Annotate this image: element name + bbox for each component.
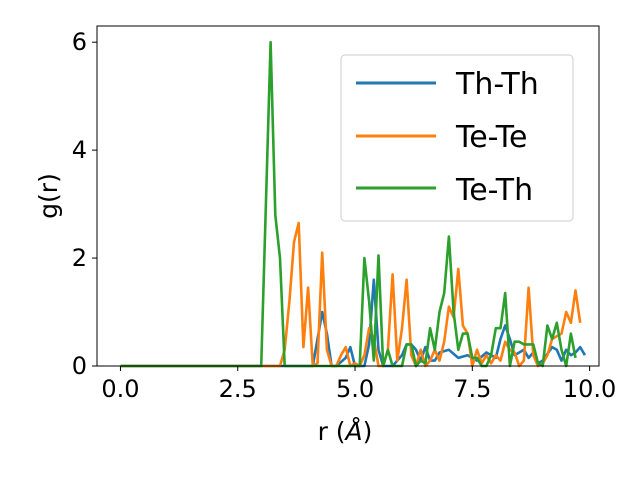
legend: Th-Th Te-Te Te-Th bbox=[340, 54, 574, 222]
ticks-layer: 0.0 2.5 5.0 7.5 10.0 0 2 4 6 bbox=[72, 28, 617, 403]
y-tick-label: 2 bbox=[72, 244, 87, 272]
x-tick-label: 7.5 bbox=[453, 375, 491, 403]
y-tick-label: 6 bbox=[72, 28, 87, 56]
series-line-te-te bbox=[120, 221, 582, 368]
x-tick-label: 10.0 bbox=[563, 375, 616, 403]
x-tick-label: 5.0 bbox=[336, 375, 374, 403]
x-axis-label: r (Å) bbox=[318, 417, 373, 446]
legend-box bbox=[340, 54, 574, 222]
legend-label-te-te: Te-Te bbox=[455, 120, 527, 155]
legend-label-te-th: Te-Th bbox=[455, 173, 533, 208]
x-tick-label: 0.0 bbox=[101, 375, 139, 403]
y-tick-label: 0 bbox=[72, 352, 87, 380]
series-layer bbox=[120, 40, 587, 368]
x-axis-unit: Å bbox=[344, 417, 363, 446]
y-axis-label: g(r) bbox=[34, 173, 63, 219]
legend-label-th-th: Th-Th bbox=[455, 67, 539, 102]
plot-frame bbox=[96, 25, 600, 367]
y-tick-label: 4 bbox=[72, 136, 87, 164]
x-tick-label: 2.5 bbox=[219, 375, 257, 403]
series-line-te-th bbox=[120, 40, 577, 368]
